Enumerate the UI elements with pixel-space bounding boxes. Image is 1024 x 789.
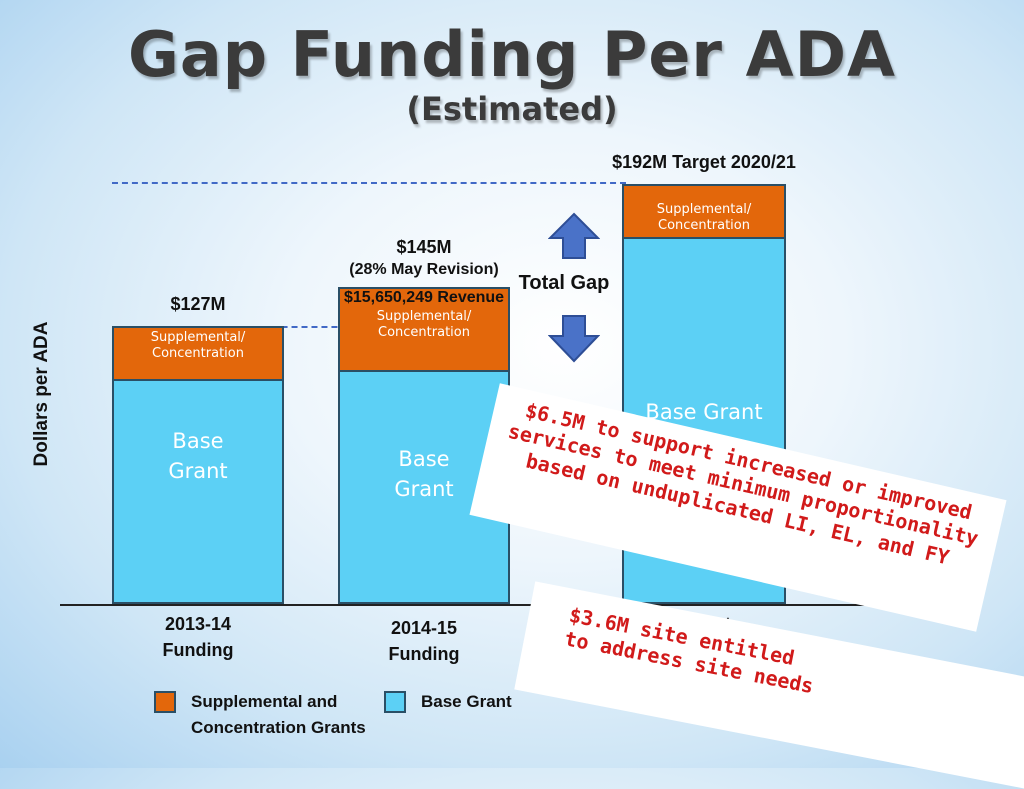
y-axis-label: Dollars per ADA — [31, 321, 52, 467]
category-label: 2014-15 — [390, 618, 458, 638]
segment-label-base: Base Grant — [645, 399, 763, 424]
reference-line-target — [112, 182, 626, 184]
legend-swatch-base — [384, 691, 406, 713]
segment-label-supplemental: Supplemental/ Concentration — [376, 308, 472, 341]
x-axis-line — [60, 604, 870, 606]
total-label: (28% May Revision) — [349, 260, 499, 278]
bar-base-grant: Base Grant — [338, 369, 510, 604]
segment-label-base: Base Grant — [168, 428, 228, 484]
arrow-up-icon — [548, 212, 600, 259]
chart-subtitle: (Estimated) — [406, 90, 618, 128]
category-label: Funding — [162, 640, 234, 660]
category-label: 2013-14 — [164, 614, 232, 634]
total-label: $127M — [170, 294, 226, 315]
legend-label-supplemental: Supplemental and Concentration Grants — [191, 689, 366, 740]
segment-label-supplemental: Supplemental/ Concentration — [150, 330, 246, 362]
category-label: Funding — [388, 644, 460, 664]
total-label: $145M — [396, 236, 452, 257]
slide: Gap Funding Per ADA (Estimated) Dollars … — [31, 18, 981, 740]
bar-supplemental: Supplemental/ Concentration — [338, 286, 510, 370]
segment-label-supplemental: Supplemental/ Concentration — [656, 202, 752, 234]
legend-line: Concentration Grants — [191, 717, 366, 737]
chart-title: Gap Funding Per ADA — [127, 18, 897, 91]
total-gap-label: Total Gap — [518, 272, 610, 294]
segment-label-base: Base Grant — [394, 446, 454, 502]
legend-line: Supplemental and — [191, 692, 338, 711]
total-label: $15,650,249 Revenue — [343, 288, 505, 306]
bar-base-grant: Base Grant — [112, 378, 284, 604]
bar-supplemental: Supplemental/ Concentration — [622, 184, 786, 237]
total-label: $192M Target 2020/21 — [612, 152, 796, 172]
legend-label-base: Base Grant — [421, 692, 512, 711]
reference-line-current — [112, 326, 507, 329]
arrow-down-icon — [548, 315, 600, 363]
bar-supplemental: Supplemental/ Concentration — [112, 326, 284, 379]
legend-swatch-supplemental — [154, 691, 176, 713]
